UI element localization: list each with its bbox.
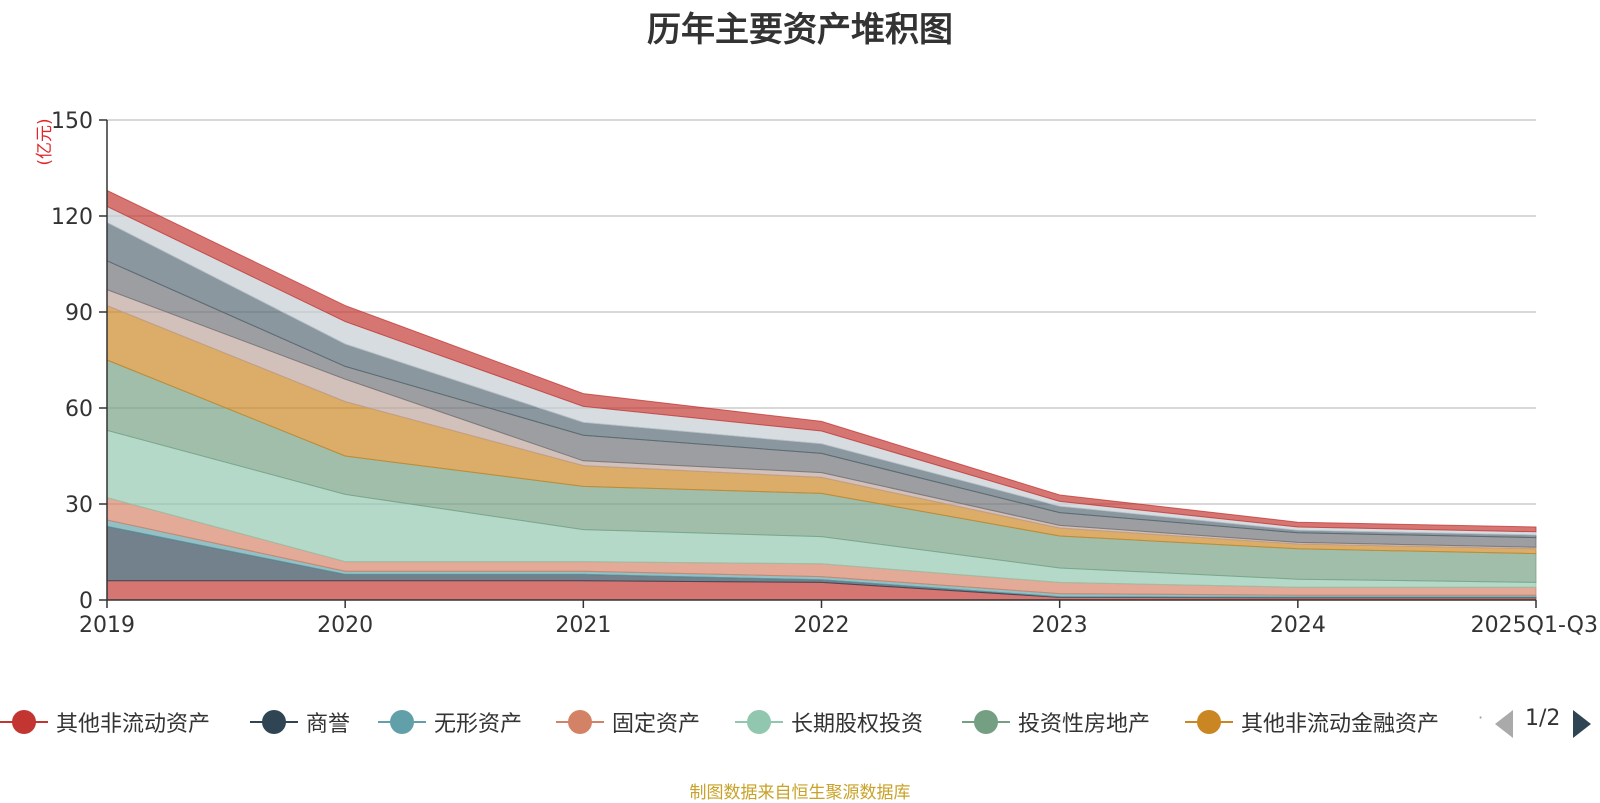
legend-item-4[interactable]: 长期股权投资: [735, 700, 923, 744]
x-tick-label: 2023: [1032, 613, 1088, 638]
legend-item-0[interactable]: 其他非流动资产: [0, 700, 210, 744]
legend-item-5[interactable]: 投资性房地产: [962, 700, 1150, 744]
legend-prev-page-icon[interactable]: [1495, 710, 1513, 738]
legend-item-2[interactable]: 无形资产: [378, 700, 522, 744]
legend-label: 商誉: [306, 712, 351, 737]
legend-symbol-icon: [556, 700, 604, 744]
chart-title: 历年主要资产堆积图: [647, 10, 953, 50]
y-tick-label: 120: [51, 205, 93, 230]
x-tick-label: 2019: [79, 613, 135, 638]
x-tick-label: 2024: [1270, 613, 1326, 638]
x-tick-label: 2021: [555, 613, 611, 638]
y-tick-label: 150: [51, 109, 93, 134]
area-layer: [106, 189, 1537, 601]
y-tick-label: 30: [65, 493, 93, 518]
legend-symbol-icon: [1185, 700, 1233, 744]
legend-item-6[interactable]: 其他非流动金融资产: [1185, 700, 1439, 744]
legend-overflow-dots: ·: [1478, 708, 1484, 727]
legend-symbol-icon: [735, 700, 783, 744]
legend-label: 固定资产: [612, 712, 701, 737]
legend-pager: 1/2: [1495, 704, 1600, 740]
legend-symbol-icon: [962, 700, 1010, 744]
legend-next-page-icon[interactable]: [1573, 710, 1591, 738]
y-tick-label: 90: [65, 301, 93, 326]
y-tick-label: 60: [65, 397, 93, 422]
legend-label: 长期股权投资: [791, 712, 924, 737]
legend-item-1[interactable]: 商誉: [250, 700, 350, 744]
legend-label: 投资性房地产: [1018, 712, 1151, 737]
legend-page-indicator: 1/2: [1525, 706, 1561, 731]
axis-layer: 0 30 60 90 120 150 2019 2020 2021 2022 2023 2024 202…: [51, 109, 1598, 638]
legend-symbol-icon: [250, 700, 298, 744]
legend-item-3[interactable]: 固定资产: [556, 700, 700, 744]
x-tick-label: 2025Q1-Q3: [1471, 613, 1598, 638]
legend-symbol-icon: [378, 700, 426, 744]
x-tick-label: 2020: [317, 613, 373, 638]
y-tick-label: 0: [79, 589, 93, 614]
legend-label: 其他非流动资产: [56, 712, 211, 737]
source-note: 制图数据来自恒生聚源数据库: [689, 783, 911, 803]
stacked-area-chart: 0 30 60 90 120 150 2019 2020 2021 2022 2023 2024 202…: [35, 109, 1598, 638]
legend: 其他非流动资产 商誉 无形资产 固定资产 长期股权投资 投资性房地产 其他非流动金融资产 ·: [0, 700, 1600, 744]
y-axis-unit-label: (亿元): [35, 118, 55, 165]
legend-label: 无形资产: [434, 712, 523, 737]
legend-symbol-icon: [0, 700, 48, 744]
x-tick-label: 2022: [794, 613, 850, 638]
legend-label: 其他非流动金融资产: [1241, 712, 1440, 737]
area-series-11[interactable]: [106, 189, 1537, 533]
